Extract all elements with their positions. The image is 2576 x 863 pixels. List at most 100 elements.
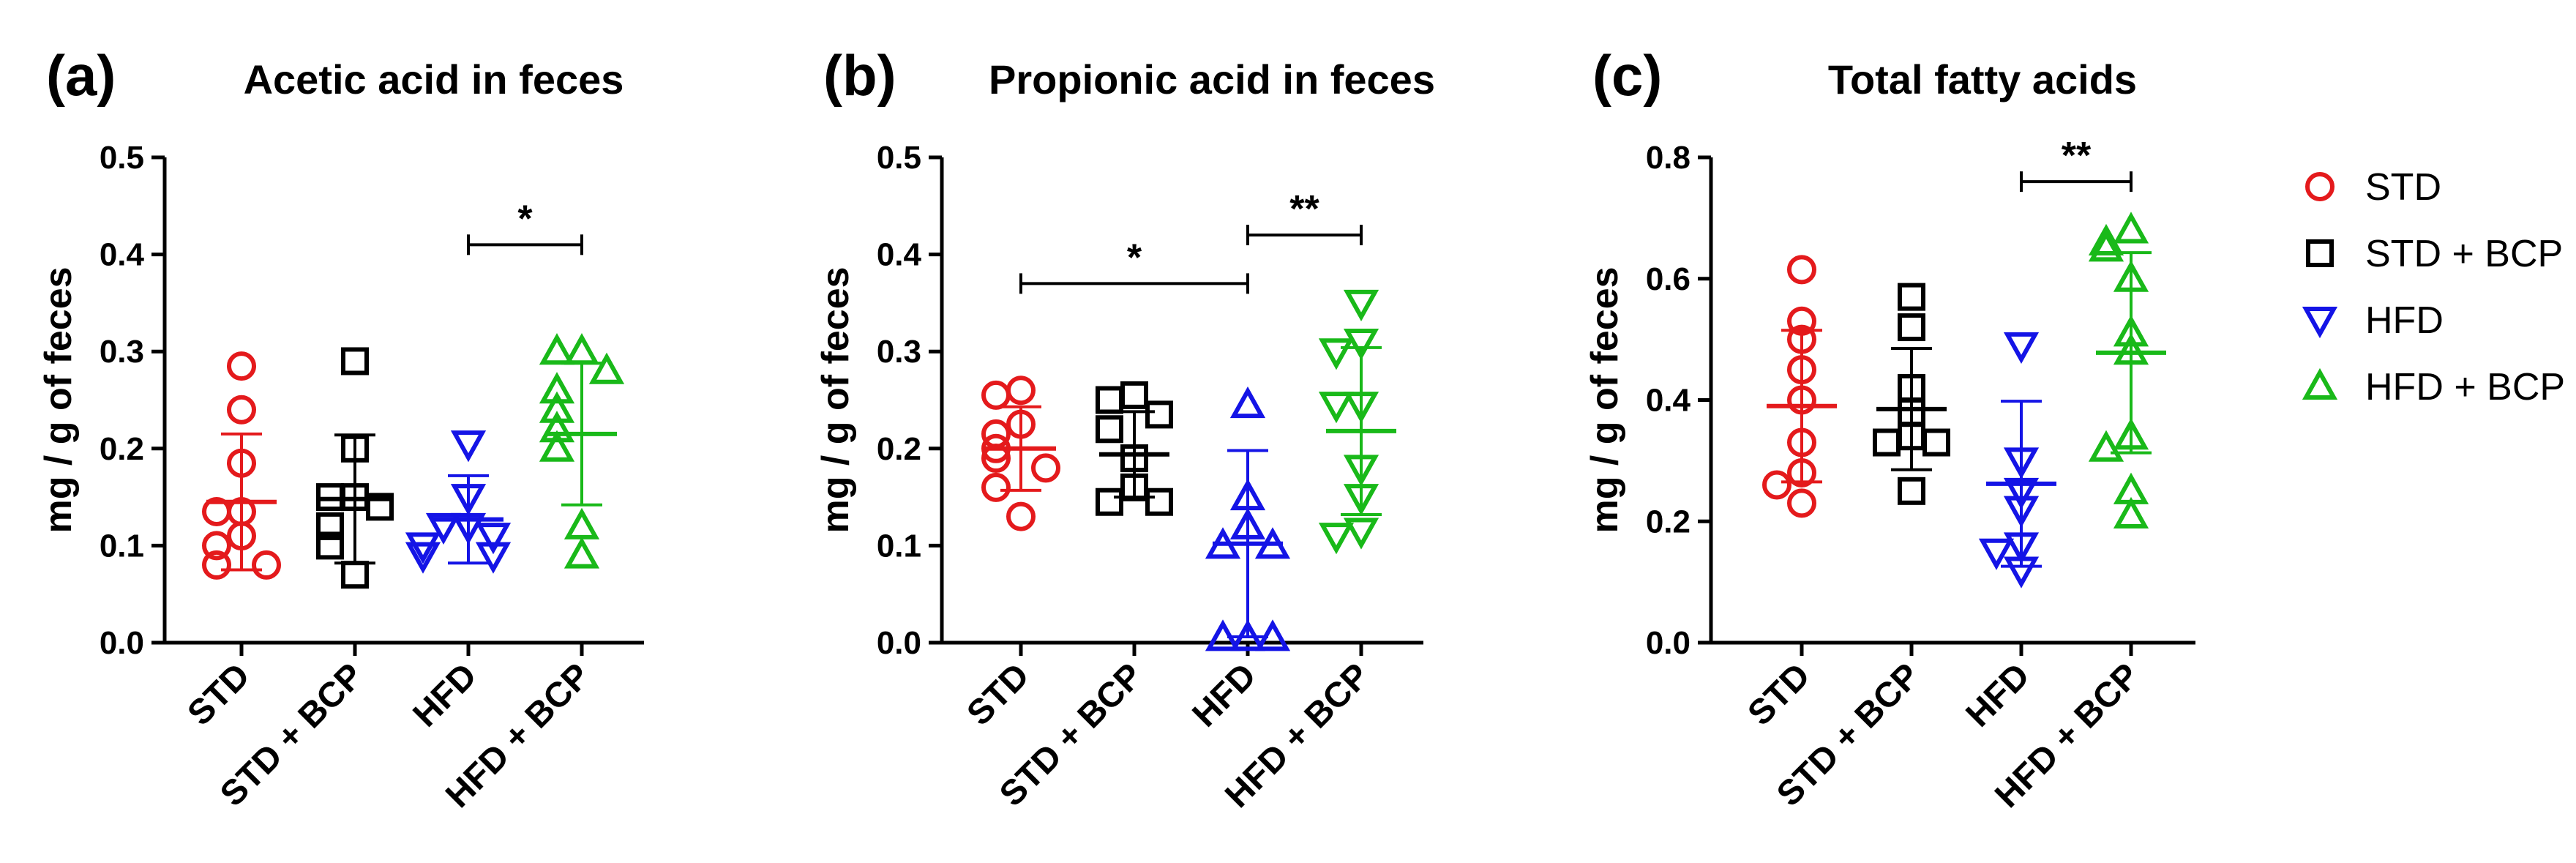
y-tick-label: 0.0 — [1646, 625, 1690, 661]
y-tick-label: 0.5 — [877, 140, 921, 176]
significance-bracket: * — [1019, 236, 1249, 294]
data-point — [1031, 453, 1060, 483]
data-point — [981, 472, 1011, 502]
data-point — [588, 352, 625, 384]
significance-bracket: ** — [2020, 135, 2133, 193]
legend-label: HFD — [2365, 299, 2444, 342]
data-point — [316, 512, 344, 540]
data-point — [2113, 418, 2149, 450]
data-point — [1318, 392, 1355, 424]
data-point — [539, 372, 575, 404]
y-tick-label: 0.4 — [100, 237, 145, 273]
data-point — [564, 333, 600, 365]
data-point — [1229, 507, 1266, 539]
y-tick-label: 0.4 — [877, 237, 922, 273]
series-hfd — [405, 430, 512, 574]
significance-bracket: * — [467, 198, 583, 255]
panel-b: (b) Propionic acid in feces0.00.10.20.30.… — [815, 43, 1435, 815]
data-point — [1006, 501, 1036, 531]
data-point — [1120, 444, 1148, 473]
data-point — [425, 512, 462, 545]
y-axis: 0.0 0.1 0.2 0.3 0.4 0.5 mg / g of feces — [37, 140, 167, 661]
series-std — [981, 376, 1060, 531]
data-point — [2088, 223, 2124, 256]
y-tick-label: 0.3 — [877, 334, 921, 370]
data-point — [1229, 386, 1266, 419]
data-point — [450, 512, 487, 545]
data-point — [1898, 283, 1925, 311]
data-point — [1898, 477, 1925, 505]
data-point — [2003, 477, 2040, 509]
legend-marker — [2302, 307, 2338, 339]
data-point — [1787, 306, 1816, 336]
series-hfd-bcp — [539, 333, 625, 569]
y-tick-label: 0.4 — [1646, 383, 1691, 419]
y-tick-label: 0.8 — [1646, 140, 1690, 176]
x-tick-label-std: STD — [180, 656, 257, 733]
data-point — [1343, 518, 1379, 550]
legend: STD STD + BCP HFD HFD + BCP — [2302, 166, 2565, 408]
series-std-bcp — [1873, 283, 1950, 505]
y-tick-label: 0.2 — [877, 431, 921, 467]
data-point — [1229, 619, 1266, 651]
data-point — [1922, 428, 1950, 457]
data-point — [475, 523, 512, 555]
data-point — [252, 550, 281, 580]
data-point — [1006, 376, 1036, 406]
data-point — [1120, 381, 1148, 409]
data-point — [2088, 230, 2124, 262]
panel-title: Acetic acid in feces — [244, 56, 624, 102]
data-point — [539, 333, 575, 365]
y-tick-label: 0.0 — [877, 625, 921, 661]
data-point — [1787, 427, 1816, 457]
data-point — [1254, 527, 1291, 559]
series-std — [202, 351, 281, 580]
data-point — [1318, 338, 1355, 370]
data-point — [366, 493, 394, 521]
series-std — [1762, 255, 1837, 518]
legend-label: HFD + BCP — [2365, 366, 2565, 408]
data-point — [1873, 428, 1901, 457]
y-axis: 0.0 0.2 0.4 0.6 0.8 mg / g of feces — [1584, 140, 1713, 661]
legend-marker — [2305, 172, 2334, 201]
legend-item-hfd: HFD — [2302, 299, 2444, 342]
panel-label: (c) — [1592, 43, 1662, 108]
data-point — [1343, 289, 1379, 322]
data-point — [2113, 333, 2149, 365]
y-axis: 0.0 0.1 0.2 0.3 0.4 0.5 mg / g of feces — [815, 140, 944, 661]
data-point — [450, 484, 487, 516]
significance-bracket: ** — [1246, 188, 1363, 246]
data-point — [1205, 527, 1241, 559]
data-point — [1787, 255, 1816, 285]
data-point — [1343, 484, 1379, 516]
series-hfd — [1205, 386, 1291, 651]
data-point — [2003, 332, 2040, 365]
data-point — [1205, 619, 1241, 651]
panel-title: Total fatty acids — [1828, 56, 2137, 102]
data-point — [1096, 386, 1123, 414]
significance-label: * — [1127, 236, 1142, 279]
series-std-bcp — [1096, 381, 1173, 516]
data-point — [1254, 619, 1291, 651]
data-point — [1787, 355, 1816, 385]
panel-title: Propionic acid in feces — [989, 56, 1435, 102]
legend-item-std-bcp: STD + BCP — [2306, 233, 2563, 275]
data-point — [405, 542, 441, 574]
data-point — [1787, 488, 1816, 518]
y-tick-label: 0.5 — [100, 140, 144, 176]
legend-marker — [2302, 367, 2338, 400]
data-point — [2113, 260, 2149, 292]
data-point — [2003, 447, 2040, 479]
data-point — [227, 448, 256, 478]
data-point — [341, 434, 369, 463]
data-point — [341, 561, 369, 589]
series-hfd-bcp — [2088, 212, 2166, 528]
data-point — [1898, 313, 1925, 342]
data-point — [1145, 487, 1173, 516]
x-tick-label-std: STD — [959, 656, 1036, 733]
data-point — [341, 347, 369, 376]
legend-marker — [2306, 239, 2334, 267]
significance-label: ** — [1289, 188, 1319, 231]
